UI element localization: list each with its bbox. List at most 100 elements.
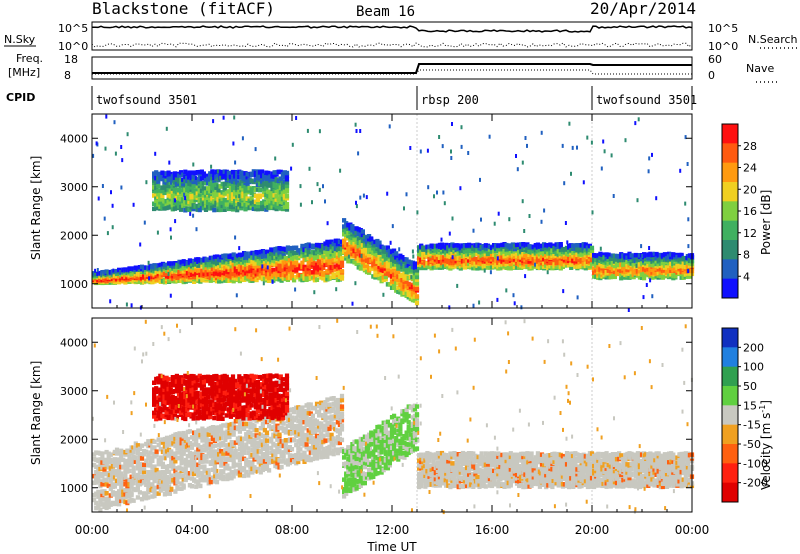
echo-cell (212, 207, 217, 213)
echo-cell (251, 186, 256, 191)
echo-cell (531, 257, 536, 262)
echo-cell (123, 475, 128, 480)
echo-cell (250, 461, 255, 466)
echo-cell (519, 259, 524, 265)
echo-cell (325, 269, 330, 274)
echo-cell (631, 263, 636, 268)
echo-cell (146, 486, 151, 492)
echo-cell (292, 417, 297, 423)
echo-cell (231, 421, 236, 427)
echo-cell (108, 269, 113, 275)
echo-cell (264, 201, 269, 206)
echo-cell (196, 464, 201, 470)
echo-cell (119, 484, 124, 490)
noise-speck (335, 287, 338, 292)
echo-cell (312, 256, 317, 261)
echo-cell (158, 200, 163, 205)
noise-speck (651, 152, 653, 157)
echo-cell (251, 202, 256, 207)
echo-cell (246, 277, 251, 282)
echo-cell (644, 253, 649, 258)
echo-cell (177, 450, 182, 455)
echo-cell (292, 438, 297, 443)
echo-cell (137, 461, 142, 467)
power-echo-cells (92, 114, 695, 312)
noise-speck (645, 283, 648, 287)
echo-cell (197, 179, 202, 184)
echo-cell (121, 498, 126, 504)
echo-cell (202, 443, 207, 448)
echo-cell (294, 245, 299, 250)
echo-cell (185, 447, 190, 453)
echo-cell (158, 278, 163, 283)
echo-cell (317, 260, 322, 266)
noise-speck (355, 204, 358, 209)
echo-cell (269, 439, 274, 444)
noise-speck (524, 274, 527, 279)
echo-cell (146, 474, 151, 479)
echo-cell (227, 466, 232, 471)
echo-cell (260, 421, 265, 426)
echo-cell (191, 201, 196, 206)
echo-cell (556, 254, 561, 260)
noise-speck (467, 151, 470, 155)
noise-speck (212, 119, 215, 124)
echo-cell (364, 263, 370, 268)
echo-cell (254, 428, 259, 433)
echo-cell (606, 275, 611, 280)
echo-cell (264, 438, 270, 443)
noise-speck (441, 144, 444, 149)
echo-cell (197, 203, 202, 208)
echo-cell (197, 207, 202, 213)
echo-cell (485, 254, 490, 259)
noise-speck (488, 134, 491, 139)
noise-speck (357, 151, 360, 156)
echo-cell (251, 172, 256, 177)
echo-cell (379, 271, 384, 277)
noise-speck (354, 281, 357, 286)
echo-cell (219, 472, 224, 477)
echo-cell (158, 474, 163, 479)
echo-cell (248, 438, 253, 444)
echo-cell (485, 251, 490, 257)
echo-cell (212, 469, 217, 475)
echo-cell (246, 438, 251, 443)
echo-cell (208, 270, 213, 276)
echo-cell (292, 277, 297, 283)
echo-cell (148, 441, 153, 446)
station-title: Blackstone (fitACF) (92, 0, 275, 18)
echo-cell (196, 453, 201, 458)
echo-cell (117, 267, 122, 273)
echo-cell (246, 473, 251, 478)
echo-cell (137, 446, 142, 452)
echo-cell (98, 507, 103, 512)
echo-cell (235, 454, 240, 459)
echo-cell (681, 270, 686, 275)
echo-cell (212, 193, 217, 198)
echo-cell (117, 501, 122, 507)
noise-speck (649, 278, 652, 283)
echo-cell (500, 246, 505, 251)
echo-cell (556, 252, 561, 257)
noise-speck (684, 135, 687, 140)
echo-cell (131, 480, 136, 486)
noise-speck (460, 144, 463, 149)
echo-cell (245, 202, 250, 207)
echo-cell (158, 455, 163, 460)
echo-cell (212, 175, 217, 181)
echo-cell (206, 432, 211, 437)
y-tick-label: 1000 (60, 278, 88, 291)
noise-speck (633, 259, 636, 264)
echo-cell (183, 466, 188, 471)
noise-speck (299, 184, 302, 189)
echo-cell (619, 267, 624, 272)
echo-cell (135, 484, 140, 489)
echo-cell (158, 440, 163, 445)
echo-cell (142, 466, 147, 471)
echo-cell (212, 199, 217, 204)
echo-cell (246, 463, 251, 468)
echo-cell (197, 169, 202, 175)
noise-speck (513, 301, 516, 306)
noise-speck (362, 193, 365, 198)
noise-speck (496, 256, 499, 261)
